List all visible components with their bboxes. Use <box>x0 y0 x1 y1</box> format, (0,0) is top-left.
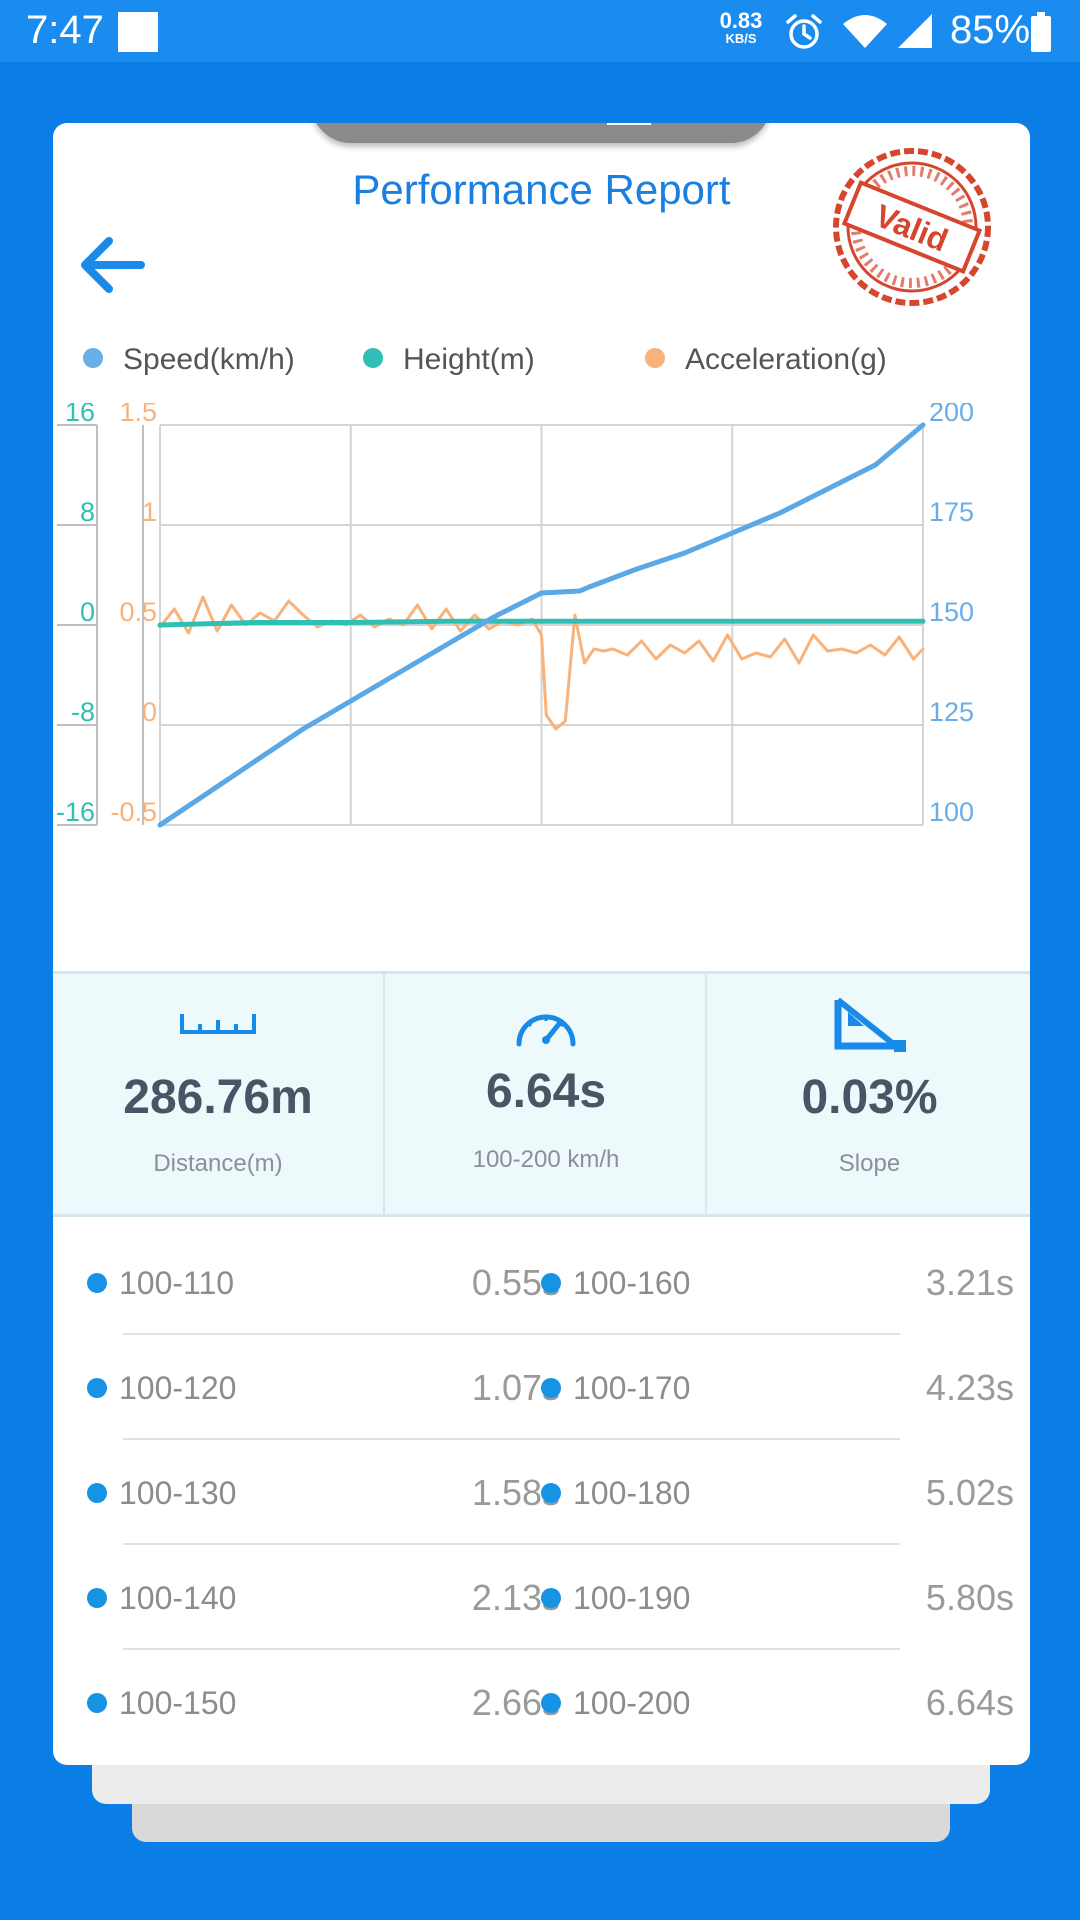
split-range: 100-120 <box>119 1370 237 1406</box>
network-speed: 0.83 KB/S <box>714 10 768 46</box>
split-time: 1.07s <box>471 1367 560 1408</box>
split-dot <box>541 1378 561 1398</box>
back-arrow-icon[interactable] <box>69 223 153 307</box>
split-row: 100-120 1.07s 100-170 4.23s <box>53 1336 1030 1441</box>
legend-label-height: Height(m) <box>403 343 535 376</box>
stats-band: 286.76m Distance(m) 6.64s 100-200 km/h 0… <box>53 971 1030 1217</box>
report-card: Performance Report Valid Speed(km/h) Hei… <box>53 123 1030 1765</box>
split-dot <box>87 1483 107 1503</box>
speedometer-icon <box>516 1014 576 1047</box>
split-divider <box>123 1438 900 1440</box>
split-range: 100-160 <box>573 1265 691 1301</box>
accel-tick-label: 1.5 <box>119 403 157 427</box>
speed-tick-label: 125 <box>929 697 974 727</box>
stat-time-label: 100-200 km/h <box>472 1146 620 1173</box>
split-divider <box>123 1543 900 1545</box>
split-row: 100-130 1.58s 100-180 5.02s <box>53 1441 1030 1546</box>
legend-item-height: Height(m) <box>363 335 535 385</box>
split-range: 100-200 <box>573 1685 691 1721</box>
page-title: Performance Report <box>352 166 731 213</box>
accel-tick-label: 1 <box>142 497 157 527</box>
accel-tick-label: 0 <box>142 697 157 727</box>
split-dot <box>87 1588 107 1608</box>
split-dot <box>541 1483 561 1503</box>
ruler-icon <box>180 1014 256 1034</box>
split-range: 100-110 <box>119 1265 235 1301</box>
notification-icon <box>118 12 158 52</box>
split-range: 100-140 <box>119 1580 237 1616</box>
split-dot <box>87 1693 107 1713</box>
height-tick-label: 0 <box>80 597 95 627</box>
split-range: 100-190 <box>573 1580 691 1616</box>
stat-slope: 0.03% Slope <box>705 974 1030 1214</box>
valid-stamp: Valid <box>833 148 991 306</box>
legend-dot-speed <box>83 348 103 369</box>
split-dot <box>541 1273 561 1293</box>
speed-tick-label: 100 <box>929 797 974 827</box>
card-handle[interactable] <box>311 123 771 143</box>
split-time: 2.13s <box>471 1577 560 1618</box>
battery-icon <box>1031 12 1051 52</box>
legend-dot-height <box>363 348 383 369</box>
split-range: 100-170 <box>573 1370 691 1406</box>
acceleration-series-line <box>158 595 925 731</box>
stat-distance-label: Distance(m) <box>153 1150 283 1177</box>
split-divider <box>123 1333 900 1335</box>
network-speed-unit: KB/S <box>725 31 757 46</box>
split-time: 4.23s <box>925 1367 1014 1408</box>
speed-tick-label: 175 <box>929 497 974 527</box>
stat-slope-label: Slope <box>838 1150 901 1177</box>
split-range: 100-130 <box>119 1475 237 1511</box>
split-time: 1.58s <box>471 1472 560 1513</box>
alarm-icon <box>786 14 822 49</box>
network-speed-value: 0.83 <box>719 8 763 33</box>
cell-signal-icon <box>898 14 932 48</box>
chart-legend: Speed(km/h) Height(m) Acceleration(g) <box>53 335 1030 385</box>
legend-label-acceleration: Acceleration(g) <box>685 343 887 376</box>
accel-tick-label: -0.5 <box>110 797 157 827</box>
performance-chart: 16 8 0 -8 -16 1.5 1 0.5 0 -0.5 200 175 150 125 100 <box>56 403 974 828</box>
split-dot <box>87 1378 107 1398</box>
split-dot <box>87 1273 107 1293</box>
height-tick-label: 16 <box>65 403 95 427</box>
split-dot <box>541 1588 561 1608</box>
height-series-line <box>157 618 926 628</box>
height-tick-label: 8 <box>80 497 95 527</box>
speed-tick-label: 200 <box>929 403 974 427</box>
split-divider <box>123 1648 900 1650</box>
status-bar: 7:47 0.83 KB/S 85% <box>0 0 1080 62</box>
split-time: 0.55s <box>471 1262 560 1303</box>
split-time: 6.64s <box>925 1682 1014 1723</box>
legend-item-acceleration: Acceleration(g) <box>645 335 887 385</box>
legend-item-speed: Speed(km/h) <box>83 335 295 385</box>
split-time: 5.80s <box>925 1577 1014 1618</box>
stat-slope-value: 0.03% <box>801 1071 938 1124</box>
stat-distance: 286.76m Distance(m) <box>53 974 383 1214</box>
accel-tick-label: 0.5 <box>119 597 157 627</box>
split-row: 100-110 0.55s 100-160 3.21s <box>53 1231 1030 1336</box>
speed-series-line <box>157 422 926 828</box>
split-range: 100-180 <box>573 1475 691 1511</box>
stat-time-value: 6.64s <box>485 1065 607 1118</box>
battery-percent: 85% <box>950 8 1031 52</box>
stat-time: 6.64s 100-200 km/h <box>383 974 707 1214</box>
split-range: 100-150 <box>119 1685 237 1721</box>
split-dot <box>541 1693 561 1713</box>
legend-dot-acceleration <box>645 348 665 369</box>
legend-label-speed: Speed(km/h) <box>123 343 295 376</box>
split-row: 100-140 2.13s 100-190 5.80s <box>53 1546 1030 1651</box>
speed-tick-label: 150 <box>929 597 974 627</box>
split-time: 3.21s <box>925 1262 1014 1303</box>
height-tick-label: -8 <box>71 697 95 727</box>
split-time: 2.66s <box>471 1682 560 1723</box>
wifi-icon <box>843 15 887 48</box>
status-time: 7:47 <box>26 8 104 52</box>
split-row: 100-150 2.66s 100-200 6.64s <box>53 1651 1030 1756</box>
stat-distance-value: 286.76m <box>123 1071 313 1124</box>
height-tick-label: -16 <box>56 797 95 827</box>
card-handle-bar <box>607 123 651 125</box>
slope-icon <box>834 997 906 1052</box>
split-time: 5.02s <box>925 1472 1014 1513</box>
